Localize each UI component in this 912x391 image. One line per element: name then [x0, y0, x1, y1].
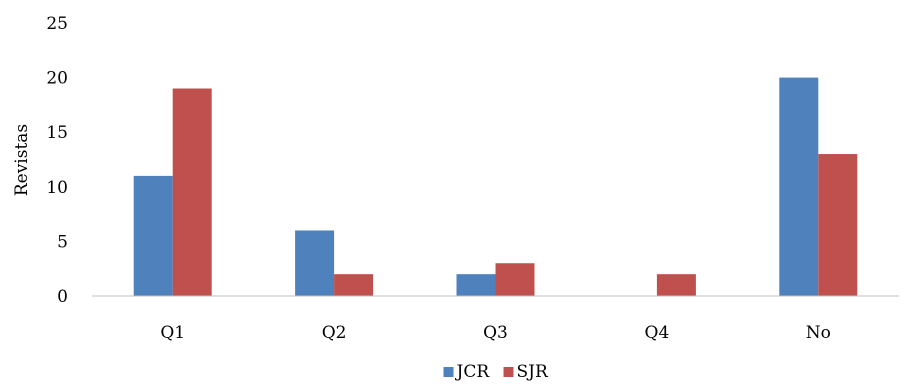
legend-label-sjr: SJR	[517, 362, 549, 382]
bars	[133, 77, 858, 297]
x-tick-label: Q2	[322, 323, 347, 343]
x-tick-label: Q1	[160, 323, 185, 343]
x-axis-ticks: Q1 Q2 Q3 Q4 No	[160, 323, 831, 343]
y-tick-label: 10	[46, 178, 68, 198]
bar-sjr-no	[818, 154, 858, 296]
legend-swatch-sjr	[503, 367, 514, 377]
x-tick-label: Q3	[483, 323, 508, 343]
x-tick-label: Q4	[645, 323, 670, 343]
bar-jcr-q2	[295, 230, 335, 296]
bar-sjr-q2	[334, 274, 374, 296]
y-tick-label: 0	[57, 287, 68, 307]
bar-jcr-q1	[133, 175, 173, 296]
y-tick-label: 5	[57, 232, 68, 252]
y-tick-label: 25	[46, 14, 68, 34]
y-axis-title: Revistas	[12, 124, 32, 196]
x-tick-label: No	[806, 323, 831, 343]
y-axis-ticks: 0 5 10 15 20 25	[46, 14, 68, 307]
bar-jcr-q3	[456, 274, 496, 296]
y-tick-label: 20	[46, 69, 68, 89]
y-tick-label: 15	[46, 123, 68, 143]
legend-label-jcr: JCR	[455, 362, 491, 382]
bar-sjr-q3	[495, 263, 535, 296]
bar-sjr-q1	[172, 88, 212, 297]
legend: JCR SJR	[443, 362, 549, 382]
bar-sjr-q4	[656, 274, 696, 296]
legend-swatch-jcr	[443, 367, 454, 377]
bar-jcr-no	[779, 77, 819, 296]
